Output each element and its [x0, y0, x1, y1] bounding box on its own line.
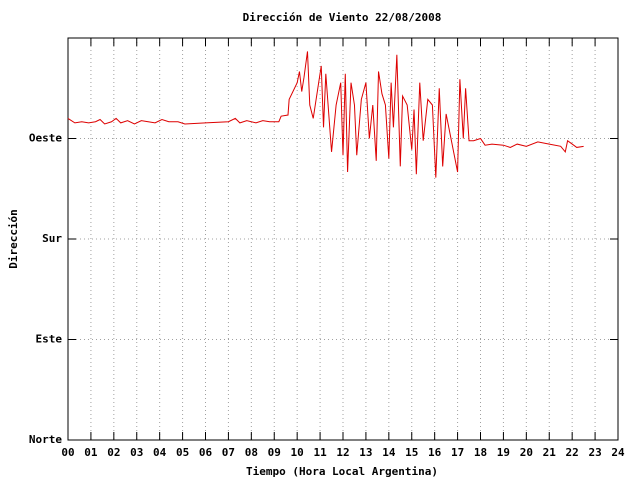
- x-tick-label: 22: [566, 446, 579, 459]
- x-tick-label: 13: [359, 446, 372, 459]
- y-axis-label: Dirección: [7, 209, 20, 269]
- y-tick-label: Sur: [42, 232, 62, 245]
- x-tick-label: 18: [474, 446, 487, 459]
- x-tick-label: 04: [153, 446, 167, 459]
- x-tick-label: 17: [451, 446, 464, 459]
- y-tick-label: Este: [36, 333, 63, 346]
- x-tick-label: 00: [61, 446, 74, 459]
- y-tick-label: Norte: [29, 433, 62, 446]
- x-tick-label: 19: [497, 446, 510, 459]
- x-tick-label: 07: [222, 446, 235, 459]
- x-tick-label: 12: [336, 446, 349, 459]
- x-tick-label: 21: [543, 446, 557, 459]
- x-tick-label: 14: [382, 446, 396, 459]
- x-tick-label: 09: [268, 446, 281, 459]
- chart-title: Dirección de Viento 22/08/2008: [243, 11, 442, 24]
- x-tick-label: 06: [199, 446, 213, 459]
- x-tick-label: 15: [405, 446, 418, 459]
- x-tick-label: 08: [245, 446, 258, 459]
- x-tick-label: 20: [520, 446, 533, 459]
- x-tick-label: 02: [107, 446, 120, 459]
- data-line: [67, 51, 584, 178]
- x-tick-label: 10: [291, 446, 304, 459]
- x-tick-label: 23: [588, 446, 601, 459]
- x-tick-label: 01: [84, 446, 98, 459]
- x-tick-label: 16: [428, 446, 442, 459]
- x-tick-label: 11: [313, 446, 327, 459]
- x-tick-label: 03: [130, 446, 143, 459]
- x-tick-label: 05: [176, 446, 189, 459]
- x-tick-label: 24: [611, 446, 625, 459]
- plot-frame: [67, 37, 619, 441]
- y-tick-label: Oeste: [29, 132, 62, 145]
- x-axis-label: Tiempo (Hora Local Argentina): [246, 465, 438, 478]
